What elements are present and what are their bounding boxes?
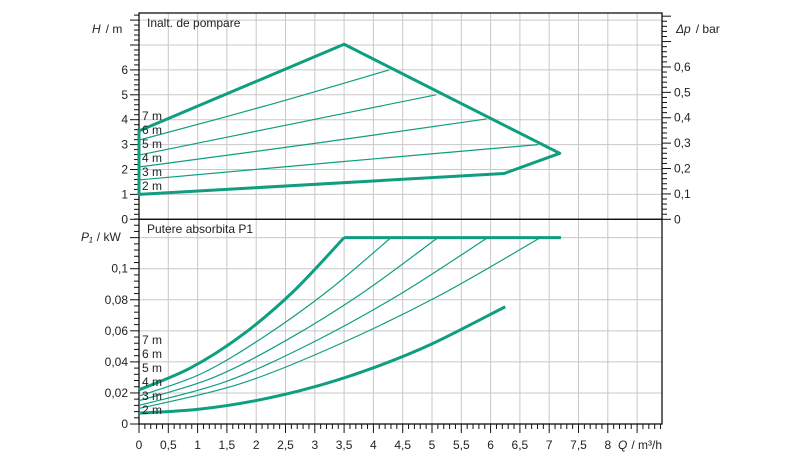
head-curve-label: 7 m [142,109,162,123]
head-curve-label: 2 m [142,179,162,193]
power-curve-4-m [138,237,488,406]
head-curve-3-m [138,144,539,181]
x-tick-label: 2,5 [277,438,294,452]
x-tick-label: 1 [194,438,201,452]
bottom-plot-title: Putere absorbita P1 [147,222,253,236]
x-axis-title: Q / m³/h [618,438,662,452]
x-tick-label: 3 [311,438,318,452]
top-plot-title: Inalt. de pompare [147,16,241,30]
y-tick-label: 0 [121,417,128,431]
y-tick-label: 1 [121,187,128,201]
power-curve-max [138,236,346,392]
power-curve-label: 6 m [142,347,162,361]
x-tick-label: 5,5 [453,438,470,452]
y-tick-label: 0,04 [105,355,129,369]
power-curve-label: 3 m [142,389,162,403]
y2-tick-label: 0,3 [674,136,691,150]
power-curve-3-m [138,237,541,410]
x-tick-label: 7,5 [570,438,587,452]
power-curve-label: 2 m [142,403,162,417]
y-tick-label: 2 [121,163,128,177]
head-curve-label: 4 m [142,151,162,165]
head-curve-label: 6 m [142,123,162,137]
x-tick-label: 0 [136,438,143,452]
power-curve-5-m [138,237,439,402]
y-axis-title: P₁ / kW [81,230,121,244]
head-curve-label: 5 m [142,137,162,151]
x-tick-label: 1,5 [219,438,236,452]
x-tick-label: 4,5 [394,438,411,452]
y-tick-label: 4 [121,113,128,127]
y2-tick-label: 0,2 [674,162,691,176]
bottom-plot-frame [138,218,663,425]
y2-tick-label: 0,5 [674,85,691,99]
y-tick-label: 6 [121,63,128,77]
x-tick-label: 4 [370,438,377,452]
y-tick-label: 0 [121,212,128,226]
y-tick-label: 0,1 [111,262,128,276]
head-curve-6-m [138,69,390,141]
top-plot-frame [138,12,663,220]
y2-axis-title: Δp / bar [675,22,720,36]
power-curve-label: 4 m [142,375,162,389]
x-tick-label: 6 [487,438,494,452]
y-tick-label: 0,02 [105,386,129,400]
head-curve-label: 3 m [142,165,162,179]
x-tick-label: 8 [604,438,611,452]
y2-tick-label: 0,4 [674,111,691,125]
y2-tick-label: 0,1 [674,187,691,201]
y-tick-label: 0,06 [105,324,129,338]
x-tick-label: 6,5 [512,438,529,452]
x-tick-label: 3,5 [336,438,353,452]
y-tick-label: 0,08 [105,293,129,307]
head-curve-5-m [138,94,437,156]
y-axis-title: H / m [92,22,122,36]
y-tick-label: 5 [121,88,128,102]
power-curve-6-m [138,237,392,397]
power-curve-label: 5 m [142,361,162,375]
power-curve-label: 7 m [142,333,162,347]
head-curve-max [137,42,562,196]
y2-tick-label: 0 [674,212,681,226]
y-tick-label: 3 [121,138,128,152]
x-tick-label: 7 [546,438,553,452]
head-curve-4-m [138,118,487,168]
x-tick-label: 0,5 [160,438,177,452]
x-tick-label: 5 [429,438,436,452]
y2-tick-label: 0,6 [674,60,691,74]
power-curve-min [138,305,506,415]
x-tick-label: 2 [253,438,260,452]
